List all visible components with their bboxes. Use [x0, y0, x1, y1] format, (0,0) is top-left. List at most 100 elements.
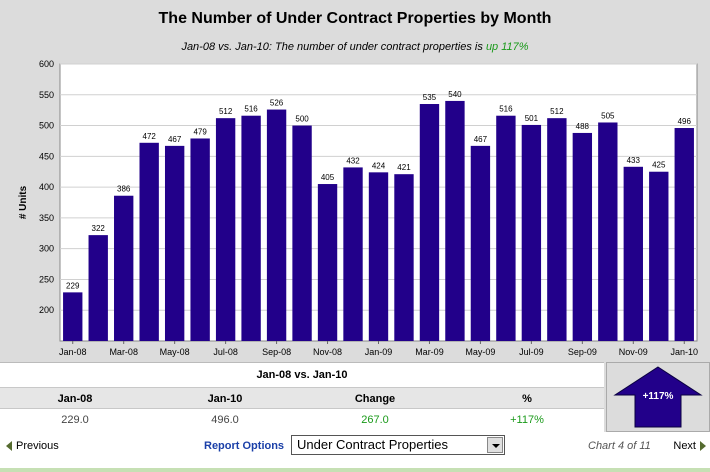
- summary-header-start: Jan-08: [57, 393, 93, 405]
- y-tick-label: 200: [39, 305, 54, 315]
- bar: [114, 195, 134, 341]
- previous-label: Previous: [16, 440, 59, 452]
- bar: [598, 122, 618, 341]
- bar: [266, 109, 287, 341]
- chevron-down-icon[interactable]: [487, 437, 503, 453]
- summary-table: Jan-08 vs. Jan-10 Jan-08 Jan-10 Change %…: [0, 362, 604, 432]
- report-select[interactable]: Under Contract Properties: [291, 435, 505, 455]
- bar: [215, 118, 236, 342]
- bar: [317, 184, 338, 341]
- bar: [496, 115, 516, 341]
- change-indicator-label: +117%: [642, 391, 674, 402]
- summary-header-percent: %: [522, 393, 532, 405]
- bar: [164, 145, 185, 341]
- chart-title: The Number of Under Contract Properties …: [158, 10, 552, 27]
- subtitle-text: Jan-08 vs. Jan-10: The number of under c…: [181, 41, 486, 53]
- summary-value-change: 267.0: [361, 414, 389, 426]
- bar: [394, 174, 414, 341]
- data-label: 516: [244, 105, 258, 114]
- y-axis-label: # Units: [18, 185, 29, 219]
- bar: [623, 166, 643, 341]
- previous-button[interactable]: Previous: [6, 440, 59, 452]
- data-label: 467: [168, 135, 182, 144]
- y-tick-label: 400: [39, 182, 54, 192]
- data-label: 322: [92, 224, 106, 233]
- data-label: 505: [601, 111, 615, 120]
- data-label: 516: [499, 105, 513, 114]
- x-tick-label: Sep-09: [568, 347, 597, 357]
- summary-header-change: Change: [354, 393, 396, 405]
- y-tick-label: 550: [39, 90, 54, 100]
- bar-chart: 200 250 300 350 400 450 500 550 600 229 Jan-08 322 3…: [18, 59, 698, 357]
- bar: [649, 171, 669, 341]
- data-label: 405: [321, 173, 335, 182]
- report-options-link[interactable]: Report Options: [204, 440, 285, 452]
- summary-value-end: 496.0: [211, 414, 239, 426]
- arrow-left-icon: [6, 441, 12, 452]
- data-label: 540: [448, 90, 462, 99]
- x-tick-label: Jul-08: [213, 347, 238, 357]
- data-label: 229: [66, 281, 80, 290]
- data-label: 421: [397, 163, 411, 172]
- bar: [292, 125, 312, 341]
- data-label: 425: [652, 161, 666, 170]
- bar: [368, 172, 389, 341]
- data-label: 496: [678, 117, 692, 126]
- data-label: 512: [550, 107, 564, 116]
- data-label: 535: [423, 93, 437, 102]
- bar: [343, 167, 363, 341]
- data-label: 488: [576, 122, 590, 131]
- data-label: 500: [295, 115, 309, 124]
- bar: [445, 100, 465, 341]
- bar: [63, 292, 83, 341]
- summary-value-start: 229.0: [61, 414, 89, 426]
- bar: [241, 115, 261, 341]
- change-indicator: +117%: [606, 362, 710, 432]
- data-label: 424: [372, 161, 386, 170]
- bar: [190, 138, 210, 341]
- bar: [547, 118, 567, 342]
- arrow-right-icon: [700, 441, 706, 452]
- bar: [419, 104, 440, 341]
- x-tick-label: May-08: [160, 347, 190, 357]
- summary-value-percent: +117%: [510, 414, 544, 426]
- chart-subtitle: Jan-08 vs. Jan-10: The number of under c…: [0, 41, 710, 53]
- x-tick-label: Nov-08: [313, 347, 342, 357]
- up-arrow-icon: [613, 366, 703, 428]
- data-label: 512: [219, 107, 233, 116]
- y-tick-label: 500: [39, 121, 54, 131]
- bar: [572, 132, 593, 341]
- summary-title: Jan-08 vs. Jan-10: [256, 369, 348, 381]
- y-tick-label: 350: [39, 213, 54, 223]
- data-label: 467: [474, 135, 488, 144]
- data-label: 386: [117, 185, 131, 194]
- bar: [139, 142, 159, 341]
- chart-counter: Chart 4 of 11: [588, 440, 651, 452]
- summary-header-row: Jan-08 Jan-10 Change %: [0, 387, 604, 409]
- x-tick-label: Jan-09: [365, 347, 393, 357]
- y-tick-label: 450: [39, 151, 54, 161]
- x-tick-label: Mar-09: [415, 347, 444, 357]
- bar: [470, 145, 491, 341]
- navigation-bar: Previous Report Options Under Contract P…: [0, 432, 710, 472]
- chart-panel: The Number of Under Contract Properties …: [0, 10, 710, 357]
- data-label: 433: [627, 156, 641, 165]
- bar: [88, 235, 108, 341]
- bar: [521, 124, 542, 341]
- data-label: 479: [193, 127, 207, 136]
- report-select-value: Under Contract Properties: [297, 437, 449, 452]
- y-tick-label: 600: [39, 59, 54, 69]
- summary-header-end: Jan-10: [207, 393, 243, 405]
- next-button[interactable]: Next: [673, 440, 706, 452]
- y-tick-label: 250: [39, 274, 54, 284]
- x-tick-label: Sep-08: [262, 347, 291, 357]
- subtitle-highlight: up 117%: [485, 41, 529, 53]
- bar: [674, 128, 694, 341]
- data-label: 501: [525, 114, 539, 123]
- data-label: 472: [143, 132, 157, 141]
- x-tick-label: Jul-09: [519, 347, 544, 357]
- x-tick-label: Jan-10: [670, 347, 698, 357]
- data-label: 526: [270, 99, 284, 108]
- next-label: Next: [673, 440, 696, 452]
